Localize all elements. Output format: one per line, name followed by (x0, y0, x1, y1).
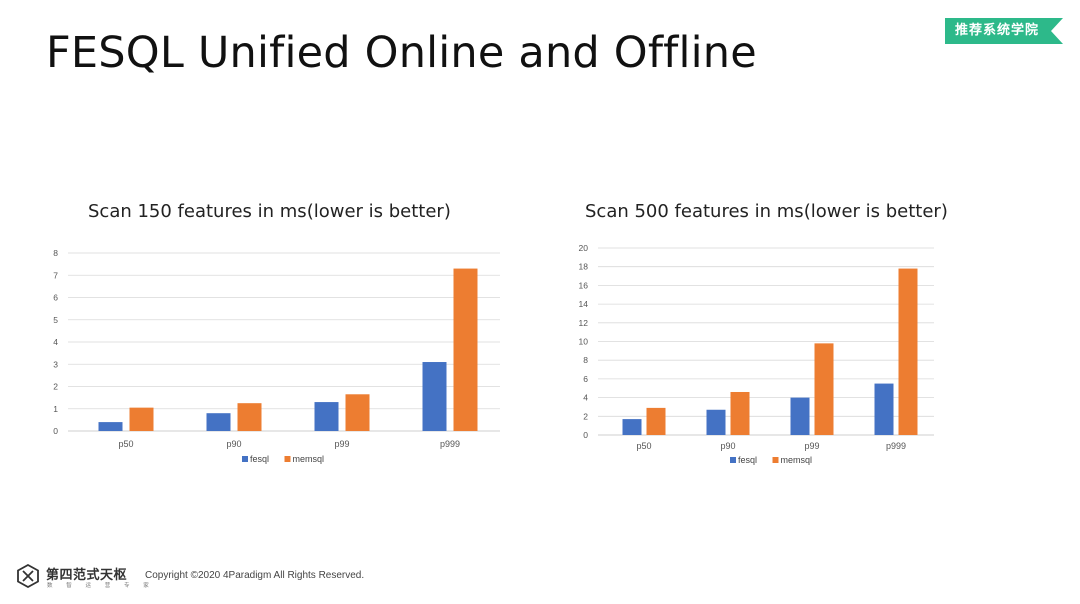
hexagon-logo-icon (17, 564, 39, 588)
badge-label: 推荐系统学院 (954, 23, 1039, 38)
chart2-bar-fesql-p99 (790, 397, 810, 435)
chart1-legend-label-memsql: memsql (293, 454, 325, 464)
chart2-title: Scan 500 features in ms(lower is better) (585, 201, 948, 222)
chart1-legend-label-fesql: fesql (250, 454, 269, 464)
chart1-bar-memsql-p99 (345, 394, 370, 431)
chart2-y-tick-label: 18 (579, 262, 589, 272)
chart1-category-label: p999 (440, 439, 460, 449)
chart2-legend-label-memsql: memsql (781, 455, 813, 465)
chart2-category-label: p90 (720, 441, 735, 451)
chart1-y-tick-label: 1 (53, 404, 58, 414)
logo-subtitle: 数 智 运 营 专 家 (47, 583, 155, 589)
slide-title: FESQL Unified Online and Offline (46, 28, 757, 78)
chart2-y-tick-label: 6 (583, 374, 588, 384)
chart2-y-tick-label: 2 (583, 411, 588, 421)
chart2-y-tick-label: 0 (583, 430, 588, 440)
chart-scan-500: Scan 500 features in ms(lower is better)… (560, 195, 960, 475)
chart2-legend-label-fesql: fesql (738, 455, 757, 465)
chart1-y-tick-label: 6 (53, 293, 58, 303)
chart2-bar-fesql-p999 (874, 383, 894, 435)
chart1-category-label: p99 (334, 439, 349, 449)
badge-ribbon (945, 18, 1063, 44)
chart1-y-tick-label: 5 (53, 315, 58, 325)
logo-name: 第四范式天枢 (46, 568, 128, 583)
chart1-bar-fesql-p99 (314, 402, 339, 431)
chart2-y-tick-label: 14 (579, 299, 589, 309)
chart2-bar-memsql-p50 (646, 407, 666, 435)
chart2-bar-memsql-p99 (814, 343, 834, 435)
chart2-legend-swatch-memsql (772, 457, 779, 463)
chart1-bar-memsql-p999 (453, 268, 478, 431)
chart2-y-tick-label: 8 (583, 355, 588, 365)
chart1-y-tick-label: 2 (53, 382, 58, 392)
copyright-text: Copyright ©2020 4Paradigm All Rights Res… (145, 570, 365, 581)
chart2-y-tick-label: 16 (579, 280, 589, 290)
chart-scan-150: Scan 150 features in ms(lower is better)… (30, 195, 530, 475)
chart1-bar-fesql-p999 (422, 362, 447, 431)
chart1-bar-memsql-p90 (237, 403, 262, 431)
chart2-category-label: p50 (636, 441, 651, 451)
chart1-y-tick-label: 4 (53, 337, 58, 347)
chart1-y-tick-label: 0 (53, 426, 58, 436)
chart1-title: Scan 150 features in ms(lower is better) (88, 201, 451, 222)
chart1-y-tick-label: 8 (53, 248, 58, 258)
chart-scan-500-svg: Scan 500 features in ms(lower is better)… (579, 201, 948, 465)
chart1-y-tick-label: 7 (53, 270, 58, 280)
chart2-bar-memsql-p90 (730, 391, 750, 435)
chart1-y-tick-label: 3 (53, 359, 58, 369)
academy-badge: 推荐系统学院 (945, 18, 1063, 44)
chart1-category-label: p50 (118, 439, 133, 449)
chart2-category-label: p99 (804, 441, 819, 451)
chart2-y-tick-label: 4 (583, 393, 588, 403)
chart1-bar-memsql-p50 (129, 407, 154, 431)
chart2-bar-fesql-p90 (706, 409, 726, 435)
chart1-legend-swatch-fesql (242, 456, 248, 462)
chart2-y-tick-label: 20 (579, 243, 589, 253)
chart2-bar-memsql-p999 (898, 268, 918, 435)
chart2-y-tick-label: 10 (579, 337, 589, 347)
chart2-y-tick-label: 12 (579, 318, 589, 328)
chart-scan-150-svg: Scan 150 features in ms(lower is better)… (53, 201, 500, 464)
chart1-bar-fesql-p50 (98, 422, 123, 431)
chart1-category-label: p90 (226, 439, 241, 449)
chart2-bar-fesql-p50 (622, 419, 642, 435)
chart1-bar-fesql-p90 (206, 413, 231, 431)
chart2-legend-swatch-fesql (730, 457, 736, 463)
chart2-category-label: p999 (886, 441, 906, 451)
chart1-legend-swatch-memsql (284, 456, 291, 462)
